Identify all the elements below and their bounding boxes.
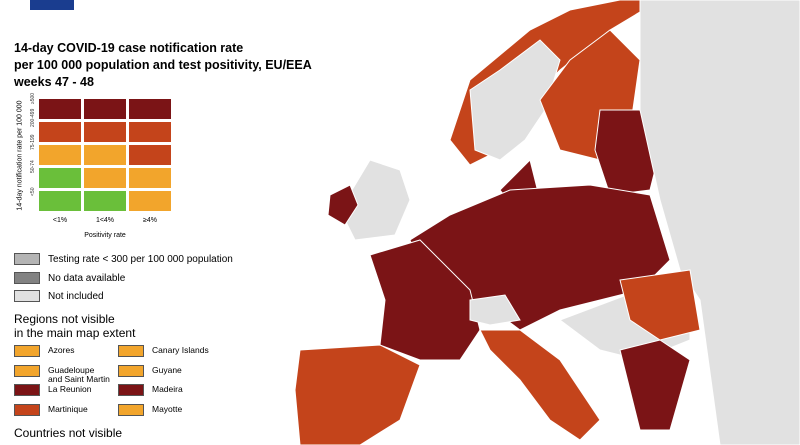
greece: [619, 339, 691, 431]
region-swatch: [14, 364, 40, 377]
row-label: ≥500: [30, 92, 36, 104]
matrix-cell: [38, 167, 82, 189]
heading-line: Regions not visible: [14, 312, 115, 326]
matrix-cell: [38, 144, 82, 166]
matrix-cell: [83, 190, 127, 212]
east: [639, 0, 800, 445]
iberia: [294, 344, 421, 445]
region-swatch: [118, 403, 144, 416]
region-label: La Reunion: [48, 384, 92, 394]
legend-label: Testing rate < 300 per 100 000 populatio…: [48, 254, 233, 265]
y-label: 14-day notification rate per 100 000: [16, 100, 24, 211]
region-label: Guadeloupe and Saint Martin: [48, 364, 110, 384]
matrix-cell: [83, 144, 127, 166]
legend-label: No data available: [48, 272, 126, 284]
column-label: 1<4%: [95, 217, 115, 224]
x-label: Positivity rate: [84, 232, 126, 239]
matrix-cell: [83, 98, 127, 120]
region-label: Guyane: [152, 364, 182, 375]
legend-swatch: [14, 290, 40, 302]
matrix-cell: [38, 190, 82, 212]
region-swatch: [14, 403, 40, 416]
legend-label: Not included: [48, 291, 104, 302]
matrix-cell: [38, 121, 82, 143]
matrix-cell: [83, 121, 127, 143]
romania: [619, 269, 701, 341]
legend-swatch: [14, 271, 40, 284]
matrix-cell: [128, 167, 172, 189]
matrix-cell: [128, 144, 172, 166]
logo: [30, 0, 74, 10]
title-line: per 100 000 population and test positivi…: [14, 58, 312, 72]
ireland: [327, 184, 359, 226]
row-label: 200-499: [30, 108, 36, 127]
matrix-cell: [83, 167, 127, 189]
row-label: 50-74: [30, 160, 36, 173]
matrix-cell: [128, 98, 172, 120]
title-line: 14-day COVID-19 case notification rate: [14, 41, 244, 55]
matrix-cell: [128, 121, 172, 143]
countries-heading: Countries not visible: [14, 426, 123, 440]
region-label: Canary Islands: [152, 345, 209, 355]
title: 14-day COVID-19 case notification rate p…: [14, 40, 312, 91]
legend-swatch: [14, 253, 40, 265]
row-label: <50: [30, 187, 36, 196]
matrix-cell: [128, 190, 172, 212]
region-label: Martinique: [48, 403, 88, 414]
region-swatch: [14, 384, 40, 396]
row-label: 75-199: [30, 134, 36, 150]
region-label: Azores: [48, 345, 75, 355]
italy: [479, 329, 601, 441]
region-label: Madeira: [152, 384, 183, 394]
france: [369, 239, 481, 361]
region-swatch: [118, 384, 144, 396]
title-line: weeks 47 - 48: [14, 75, 94, 89]
heading-line: in the main map extent: [14, 326, 136, 340]
switzerland: [469, 294, 521, 326]
uk: [339, 159, 411, 241]
column-label: <1%: [52, 217, 68, 224]
column-label: ≥4%: [143, 217, 157, 224]
region-swatch: [118, 364, 144, 377]
matrix-cell: [38, 98, 82, 120]
region-swatch: [14, 345, 40, 357]
region-label: Mayotte: [152, 403, 183, 414]
region-swatch: [118, 345, 144, 357]
regions-heading: Regions not visible in the main map exte…: [14, 312, 135, 340]
